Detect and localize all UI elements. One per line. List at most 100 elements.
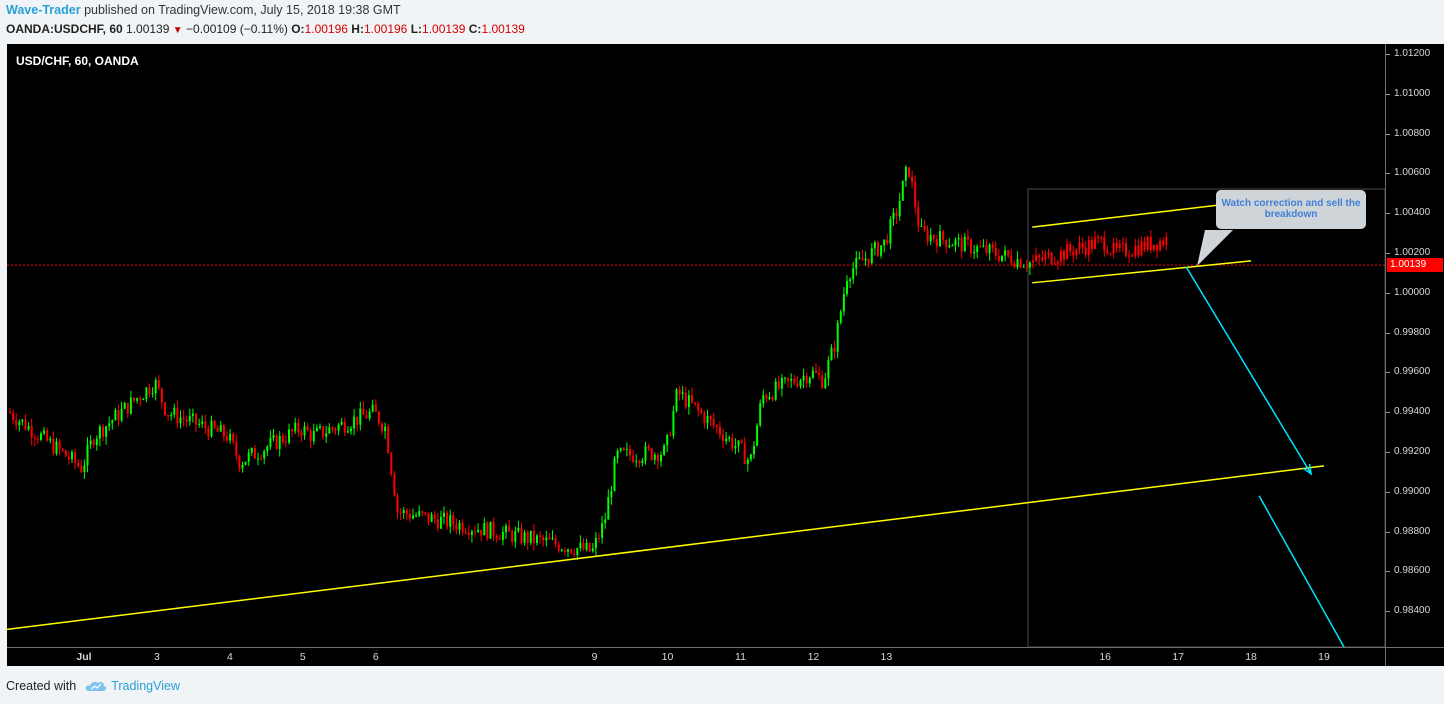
candle-body xyxy=(821,375,824,389)
candle-body xyxy=(833,347,836,352)
candle-body xyxy=(774,381,777,400)
candle-body xyxy=(126,402,129,414)
candle-body xyxy=(780,377,783,389)
candle-body xyxy=(957,237,960,240)
candle-body xyxy=(560,549,563,551)
candle-body xyxy=(734,445,737,449)
candle-body xyxy=(976,246,979,252)
candle-body xyxy=(483,522,486,536)
created-with-text: Created with xyxy=(6,679,77,693)
time-tick-label: 12 xyxy=(807,651,820,663)
candle-body xyxy=(536,535,538,543)
low-value: 1.00139 xyxy=(422,22,466,36)
candle-body xyxy=(390,453,393,474)
candle-body xyxy=(591,548,594,552)
chart-pane[interactable]: USD/CHF, 60, OANDA xyxy=(7,44,1385,647)
time-tick-label: 6 xyxy=(372,651,379,663)
candle-body xyxy=(464,532,467,534)
candle-body xyxy=(216,427,219,432)
candle-body xyxy=(815,370,817,373)
candle-body xyxy=(855,257,858,269)
annotation-callout[interactable] xyxy=(1216,190,1366,229)
price-tick-label: 0.99200 xyxy=(1385,445,1431,457)
candle-body xyxy=(557,544,560,551)
author-link[interactable]: Wave-Trader xyxy=(6,3,81,17)
price-tick-label: 0.98800 xyxy=(1385,525,1431,537)
candle-body xyxy=(46,430,49,441)
candle-body xyxy=(74,452,77,463)
candle-body xyxy=(694,402,697,404)
candle-body xyxy=(377,411,380,424)
candle-body xyxy=(966,236,969,240)
candle-body xyxy=(765,395,768,400)
candle-body xyxy=(157,380,160,389)
chart-title: USD/CHF, 60, OANDA xyxy=(16,54,139,68)
candle-body xyxy=(777,381,780,389)
candle-body xyxy=(188,416,191,422)
chart-canvas[interactable] xyxy=(7,44,1385,647)
forecast-arrow-head xyxy=(1302,463,1313,476)
candle-body xyxy=(945,239,948,248)
candle-body xyxy=(923,225,926,230)
candle-body xyxy=(709,416,712,420)
candle-body xyxy=(873,242,876,249)
candle-body xyxy=(548,537,551,540)
candle-body xyxy=(170,414,173,417)
candle-body xyxy=(64,450,67,457)
candle-body xyxy=(753,445,755,455)
candle-body xyxy=(291,429,294,432)
candle-body xyxy=(480,529,483,536)
candle-body xyxy=(461,522,464,533)
candle-body xyxy=(573,552,576,555)
candle-body xyxy=(446,512,449,527)
price-axis[interactable]: 1.00139 1.01200 1.01000 1.00800 1.00600 1.00… xyxy=(1385,44,1444,647)
candle-body xyxy=(1115,242,1118,249)
candle-body xyxy=(663,445,666,455)
candle-body xyxy=(247,452,250,462)
candle-body xyxy=(660,454,662,462)
candle-body xyxy=(337,424,340,431)
candle-body xyxy=(1118,244,1121,249)
candle-body xyxy=(1087,239,1090,255)
range-frame xyxy=(1027,188,1385,647)
candle-body xyxy=(991,244,994,249)
candle-body xyxy=(1165,237,1168,245)
candle-body xyxy=(1103,237,1106,251)
time-tick-label: 4 xyxy=(226,651,233,663)
candle-body xyxy=(1075,249,1078,256)
candle-body xyxy=(954,239,957,246)
candle-body xyxy=(151,393,154,395)
annotation-pointer xyxy=(1197,230,1233,266)
ohlc-bar: OANDA:USDCHF, 60 1.00139 ▼ −0.00109 (−0.… xyxy=(6,22,525,36)
candle-body xyxy=(830,347,833,361)
candle-body xyxy=(579,542,582,549)
candle-body xyxy=(477,529,480,533)
candle-body xyxy=(9,412,11,414)
tradingview-link[interactable]: TradingView xyxy=(111,679,180,693)
candle-body xyxy=(656,454,659,462)
candle-body xyxy=(932,235,935,240)
candle-body xyxy=(973,251,976,254)
candle-body xyxy=(356,416,359,425)
candle-body xyxy=(350,428,352,432)
candle-body xyxy=(895,212,898,217)
price-tick-label: 1.00200 xyxy=(1385,246,1431,258)
candle-body xyxy=(917,207,920,227)
candle-body xyxy=(108,423,111,427)
time-tick-label: 5 xyxy=(299,651,306,663)
candle-body xyxy=(1016,259,1019,268)
candle-body xyxy=(737,440,740,446)
candle-body xyxy=(334,429,337,431)
candle-body xyxy=(669,434,672,436)
candle-body xyxy=(226,436,228,441)
candle-body xyxy=(474,531,476,533)
candle-body xyxy=(585,542,588,550)
price-tick-label: 0.99600 xyxy=(1385,366,1431,378)
candle-body xyxy=(722,434,724,442)
candle-body xyxy=(498,538,501,540)
candle-body xyxy=(951,245,954,247)
current-price-tag: 1.00139 xyxy=(1387,258,1443,273)
candle-body xyxy=(1081,243,1084,248)
candle-body xyxy=(988,244,991,254)
time-axis[interactable]: Jul 3 4 5 6 9 10 11 12 13 16 17 18 19 xyxy=(7,647,1385,666)
